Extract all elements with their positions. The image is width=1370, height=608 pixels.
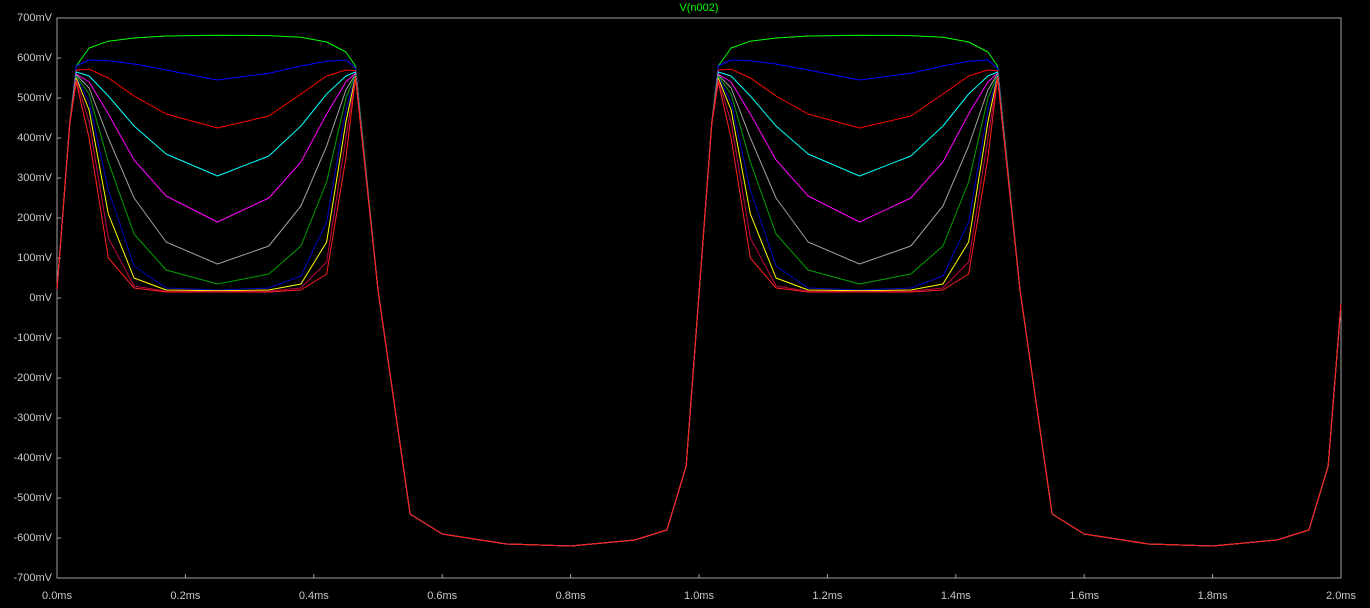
x-tick-label: 1.4ms [941, 590, 971, 602]
series-line [56, 72, 1342, 547]
y-tick-label: -100mV [13, 332, 52, 344]
y-tick-label: 700mV [17, 12, 53, 24]
y-tick-label: 100mV [17, 252, 53, 264]
y-tick-label: 200mV [17, 212, 53, 224]
y-tick-label: 600mV [17, 52, 53, 64]
series-line [56, 76, 1342, 547]
x-tick-label: 2.0ms [1326, 590, 1356, 602]
y-tick-label: -200mV [13, 372, 52, 384]
series-line [56, 73, 1342, 547]
x-tick-label: 1.2ms [812, 590, 842, 602]
x-tick-label: 0.4ms [299, 590, 329, 602]
y-tick-label: -600mV [13, 532, 52, 544]
series-line [56, 75, 1342, 547]
y-tick-label: -700mV [13, 572, 52, 584]
x-tick-label: 0.0ms [42, 590, 72, 602]
y-tick-label: 400mV [17, 132, 53, 144]
series-line [56, 71, 1342, 547]
x-tick-label: 0.2ms [170, 590, 200, 602]
series-line [56, 77, 1342, 547]
chart-title: V(n002) [679, 2, 718, 14]
y-tick-label: -500mV [13, 492, 52, 504]
x-tick-label: 1.8ms [1198, 590, 1228, 602]
y-tick-label: 0mV [29, 292, 52, 304]
series-line [56, 59, 1342, 547]
series-line [56, 75, 1342, 547]
y-tick-label: -300mV [13, 412, 52, 424]
x-tick-label: 0.8ms [556, 590, 586, 602]
series-line [56, 74, 1342, 547]
y-tick-label: -400mV [13, 452, 52, 464]
y-tick-label: 500mV [17, 92, 53, 104]
x-tick-label: 1.0ms [684, 590, 714, 602]
x-tick-label: 0.6ms [427, 590, 457, 602]
x-tick-label: 1.6ms [1069, 590, 1099, 602]
series-line [56, 68, 1342, 547]
y-tick-label: 300mV [17, 172, 53, 184]
